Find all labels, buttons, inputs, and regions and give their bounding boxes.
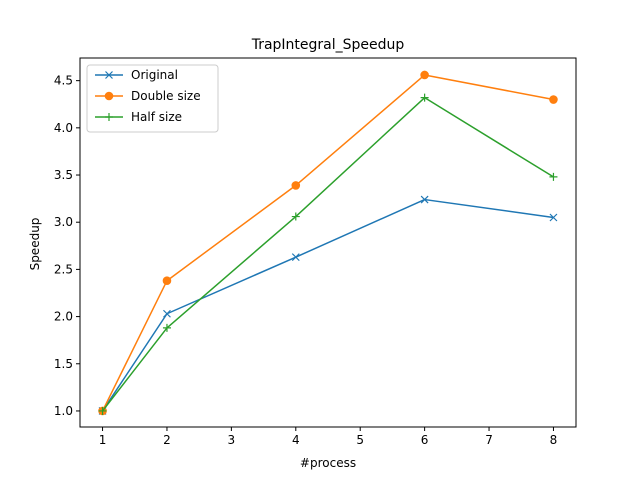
legend-label-original: Original [131,68,178,82]
y-tick-label: 4.5 [54,74,73,88]
data-point-half-size [549,172,558,181]
plot-area: 1 2 3 4 5 6 7 8 1.0 1.5 2.0 2.5 3.0 3.5 4.0 4.5 [54,57,577,447]
data-point-double-size [420,70,429,80]
chart-title: TrapIntegral_Speedup [251,37,405,53]
legend-box [86,64,219,133]
y-tick-label: 2.5 [54,262,73,276]
data-point-double-size [162,276,172,286]
x-tick-label: 5 [356,433,364,447]
data-point-double-size [291,181,301,190]
data-point-original [420,195,429,204]
x-tick-label: 2 [163,433,171,447]
legend-label-half-size: Half size [131,110,182,124]
data-point-half-size [291,212,300,221]
data-point-original [291,253,300,262]
legend-marker-original [105,71,113,79]
x-tick-label: 7 [485,433,493,447]
data-point-half-size [162,323,171,332]
data-point-half-size [98,406,107,415]
legend-label-double-size: Double size [131,89,201,103]
data-point-double-size [549,95,558,104]
y-tick-label: 4.0 [54,121,73,135]
plot-frame [79,57,577,428]
y-tick-label: 3.0 [54,215,73,229]
y-axis-title: Speedup [28,218,42,271]
legend: Original Double size Half size [86,64,219,133]
y-tick-label: 1.0 [54,404,73,418]
x-axis-title: #process [300,456,356,470]
x-tick-label: 6 [421,433,429,447]
legend-marker-double-size [104,91,114,101]
data-point-half-size [420,93,429,102]
x-tick-label: 3 [228,433,236,447]
data-point-original [549,213,558,222]
x-tick-label: 4 [292,433,300,447]
y-tick-label: 2.0 [54,310,73,324]
legend-marker-half-size [105,113,113,121]
x-tick-label: 1 [99,433,107,447]
y-tick-label: 1.5 [54,357,73,371]
data-point-original [163,309,171,318]
y-tick-label: 3.5 [54,168,73,182]
x-tick-label: 8 [550,433,558,447]
